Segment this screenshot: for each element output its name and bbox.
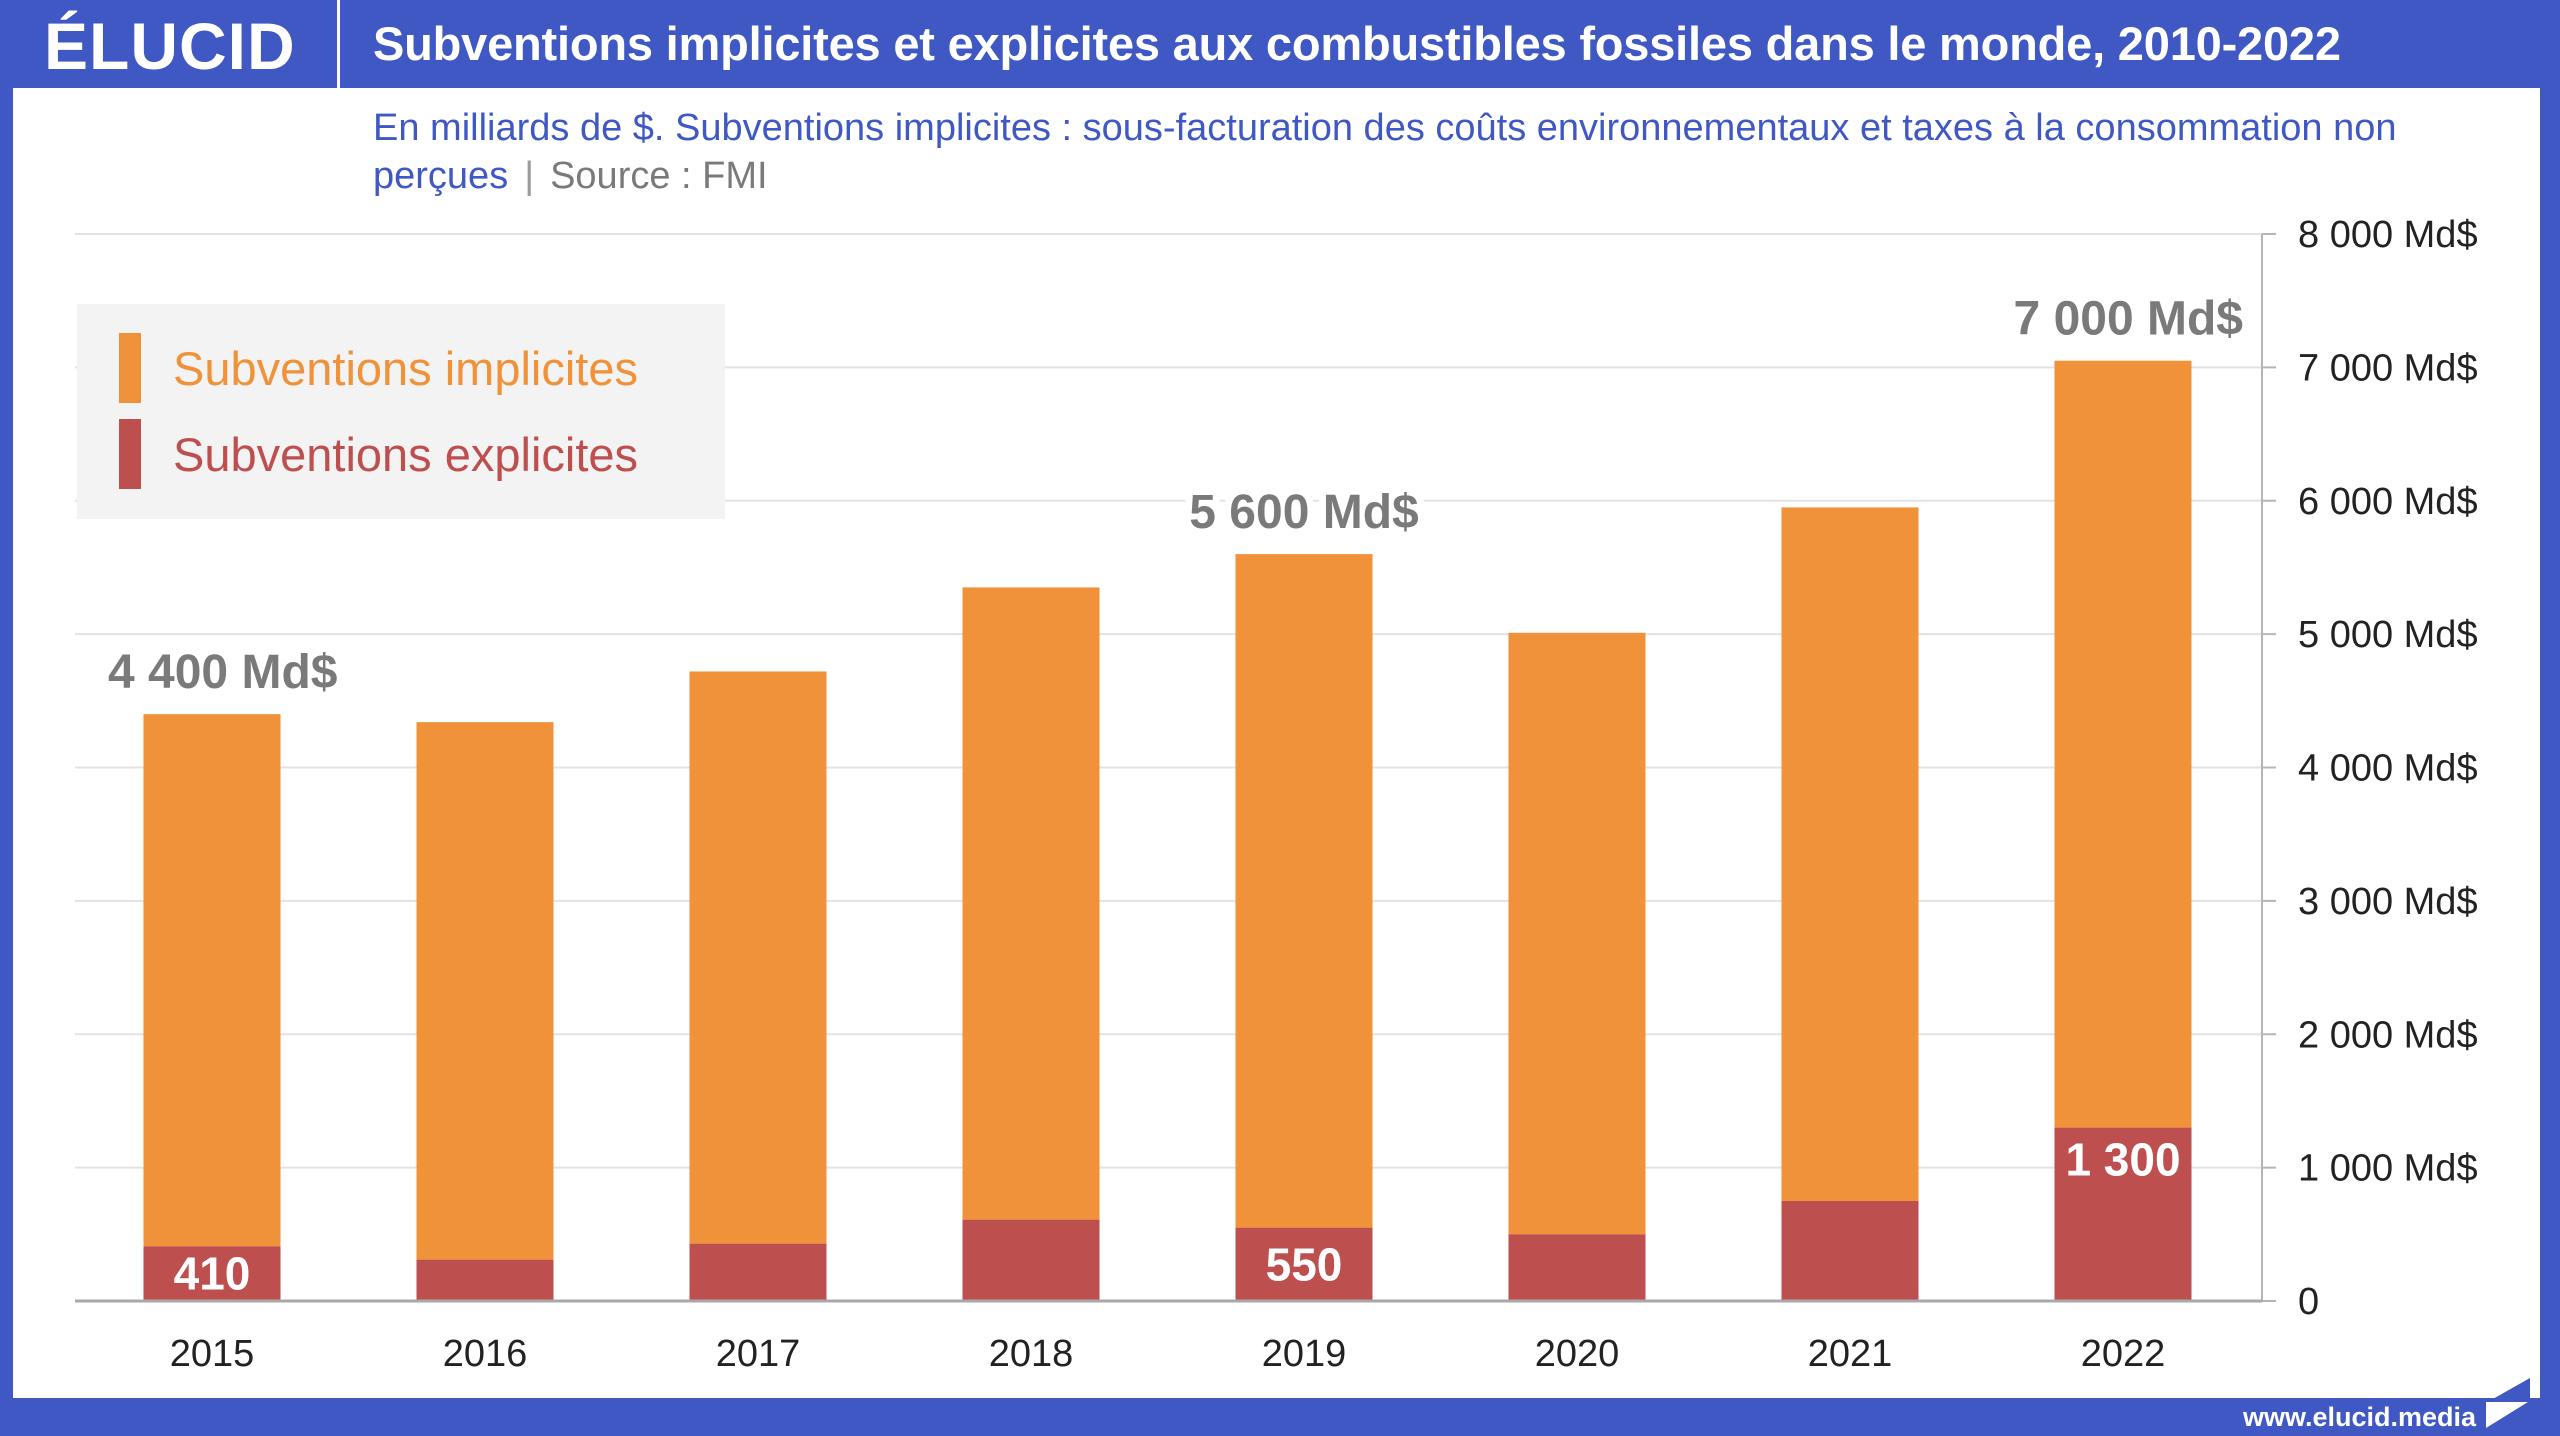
bar-explicit-2020 bbox=[1508, 1234, 1646, 1301]
bar-explicit-2016 bbox=[416, 1259, 554, 1301]
bar-implicit-2017 bbox=[689, 671, 827, 1244]
elucid-flag-icon bbox=[2484, 1378, 2530, 1428]
chart-subtitle: En milliards de $. Subventions implicite… bbox=[373, 104, 2523, 200]
y-tick-label: 7 000 Md$ bbox=[2298, 347, 2478, 389]
subtitle-text: En milliards de $. Subventions implicite… bbox=[373, 107, 2397, 197]
legend-label-explicit: Subventions explicites bbox=[173, 428, 639, 481]
bar-explicit-2017 bbox=[689, 1243, 827, 1301]
bar-implicit-2016 bbox=[416, 722, 554, 1260]
chart-title: Subventions implicites et explicites aux… bbox=[373, 17, 2341, 70]
x-tick-label: 2018 bbox=[989, 1333, 1074, 1375]
x-tick-label: 2015 bbox=[170, 1333, 255, 1375]
bar-explicit-2019 bbox=[1235, 1227, 1373, 1301]
y-tick-label: 3 000 Md$ bbox=[2298, 881, 2478, 923]
x-tick-label: 2022 bbox=[2081, 1333, 2166, 1375]
y-tick-label: 4 000 Md$ bbox=[2298, 748, 2478, 790]
bar-implicit-2021 bbox=[1781, 507, 1919, 1201]
subtitle-separator: | bbox=[524, 155, 535, 197]
legend-swatch-implicit bbox=[119, 333, 141, 403]
bar-implicit-2018 bbox=[962, 587, 1100, 1220]
bar-implicit-2020 bbox=[1508, 632, 1646, 1235]
bar-implicit-2022 bbox=[2054, 360, 2192, 1128]
total-annotation: 4 400 Md$ bbox=[108, 646, 338, 699]
x-tick-label: 2017 bbox=[716, 1333, 801, 1375]
footer-url[interactable]: www.elucid.media bbox=[2242, 1402, 2476, 1432]
y-tick-label: 2 000 Md$ bbox=[2298, 1014, 2478, 1056]
y-tick-label: 5 000 Md$ bbox=[2298, 614, 2478, 656]
x-tick-label: 2019 bbox=[1262, 1333, 1347, 1375]
bar-explicit-2022 bbox=[2054, 1127, 2192, 1301]
bar-implicit-2015 bbox=[143, 714, 281, 1247]
x-tick-label: 2021 bbox=[1808, 1333, 1893, 1375]
explicit-value-label: 550 bbox=[1266, 1238, 1343, 1290]
y-tick-label: 8 000 Md$ bbox=[2298, 214, 2478, 256]
x-tick-label: 2020 bbox=[1535, 1333, 1620, 1375]
source-note: Source : FMI bbox=[550, 155, 768, 197]
header-band: ÉLUCID Subventions implicites et explici… bbox=[0, 0, 2560, 88]
legend-label-implicit: Subventions implicites bbox=[173, 342, 638, 395]
bar-implicit-2019 bbox=[1235, 554, 1373, 1228]
explicit-value-label: 1 300 bbox=[2065, 1134, 2180, 1186]
y-tick-label: 6 000 Md$ bbox=[2298, 481, 2478, 523]
bar-explicit-2015 bbox=[143, 1246, 281, 1301]
elucid-logo: ÉLUCID bbox=[44, 9, 296, 83]
legend: Subventions implicites Subventions expli… bbox=[77, 304, 725, 519]
bar-explicit-2021 bbox=[1781, 1200, 1919, 1301]
legend-swatch-explicit bbox=[119, 419, 141, 489]
total-annotation: 5 600 Md$ bbox=[1189, 486, 1419, 539]
explicit-value-label: 410 bbox=[174, 1248, 251, 1300]
header-divider bbox=[337, 0, 340, 88]
x-tick-label: 2016 bbox=[443, 1333, 528, 1375]
bar-explicit-2018 bbox=[962, 1219, 1100, 1301]
total-annotation: 7 000 Md$ bbox=[2014, 293, 2244, 346]
footer-band bbox=[0, 1398, 2560, 1436]
y-tick-label: 0 bbox=[2298, 1281, 2319, 1323]
y-tick-label: 1 000 Md$ bbox=[2298, 1148, 2478, 1190]
